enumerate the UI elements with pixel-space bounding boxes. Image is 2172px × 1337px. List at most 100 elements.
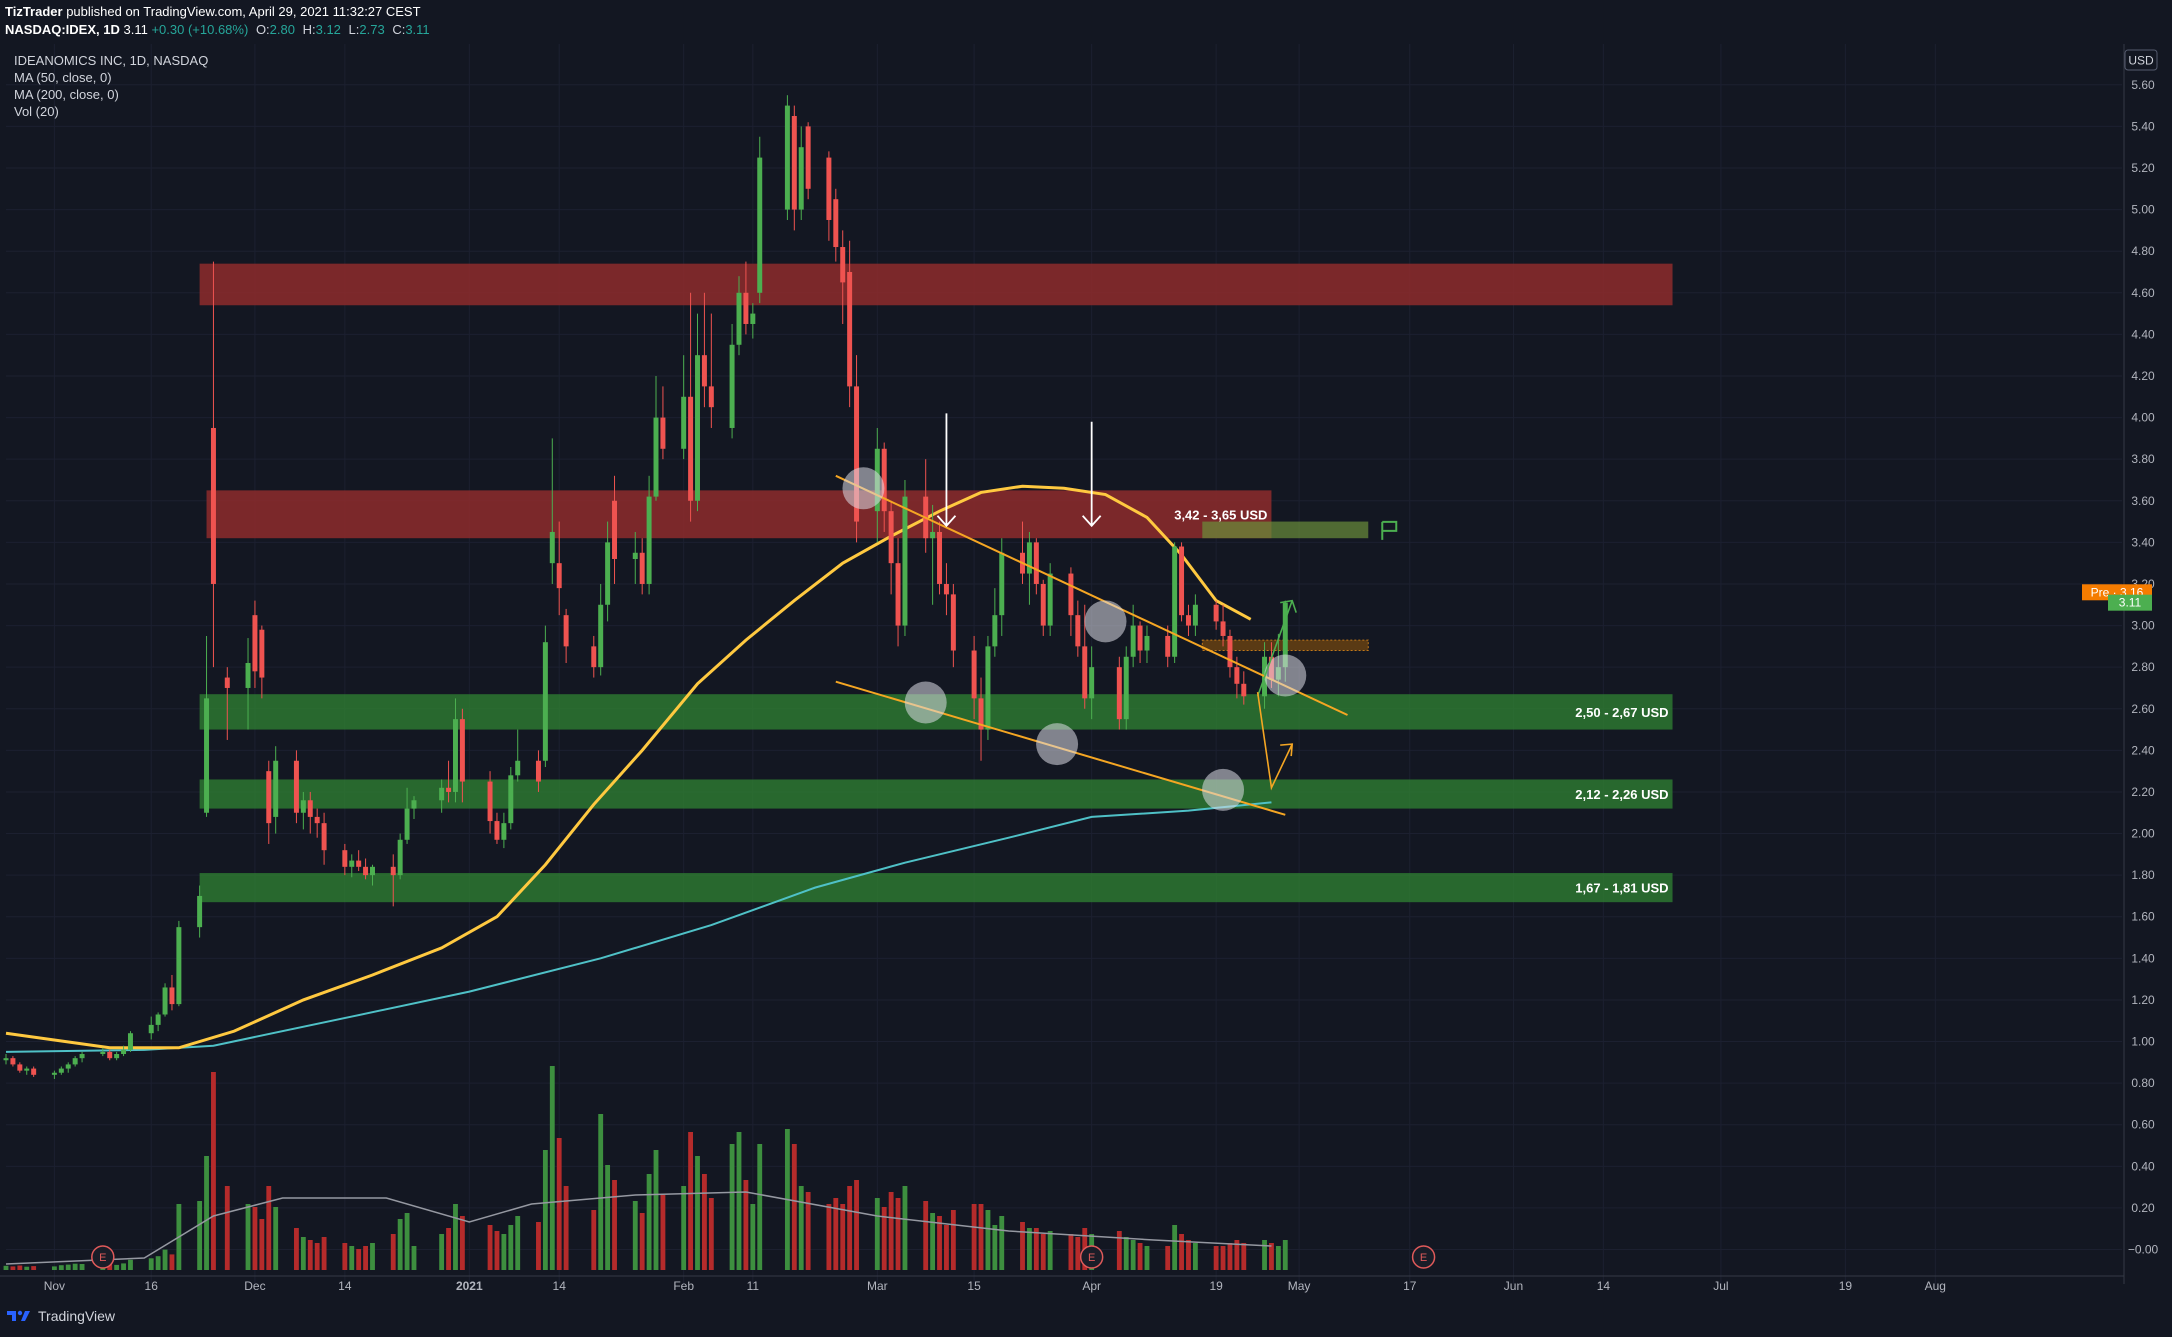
volume-bar xyxy=(992,1225,998,1270)
price-change: +0.30 (+10.68%) xyxy=(151,22,249,37)
candle xyxy=(1116,656,1122,730)
candle-body xyxy=(556,563,562,589)
volume-bar xyxy=(411,1246,417,1270)
volume-bar xyxy=(1075,1237,1081,1270)
open-value: 2.80 xyxy=(269,22,295,37)
y-tick-label: 3.80 xyxy=(2131,452,2155,466)
candle-body xyxy=(1137,625,1143,651)
candle xyxy=(1185,604,1191,636)
volume-bar xyxy=(1047,1231,1053,1270)
earnings-icon xyxy=(1411,1245,1436,1269)
candle xyxy=(1040,579,1046,636)
volume-bar xyxy=(273,1207,279,1270)
candle xyxy=(1026,531,1032,605)
volume-bar xyxy=(1020,1222,1025,1270)
candle xyxy=(750,303,756,339)
candle xyxy=(1068,567,1074,636)
candle-body xyxy=(646,496,652,584)
candle-body xyxy=(999,552,1005,616)
candle-body xyxy=(1033,542,1039,584)
volume-bar xyxy=(750,1204,756,1270)
candle xyxy=(805,122,811,200)
x-tick-label: 2021 xyxy=(456,1279,483,1293)
target-box xyxy=(1202,521,1369,539)
candle-body xyxy=(598,604,604,668)
candle-body xyxy=(701,355,707,387)
volume-bar xyxy=(515,1216,521,1270)
volume-bar xyxy=(536,1222,541,1270)
volume-bar xyxy=(1192,1243,1198,1270)
candle xyxy=(446,760,452,803)
y-tick-label: 5.00 xyxy=(2131,203,2155,217)
footer-brand[interactable]: TradingView xyxy=(6,1308,115,1324)
volume-bar xyxy=(3,1265,9,1270)
legend-ma50[interactable]: MA (50, close, 0) xyxy=(14,70,112,85)
y-tick-label: 1.40 xyxy=(2131,951,2155,965)
arrow-down-icon xyxy=(936,413,957,528)
volume-bar xyxy=(1040,1234,1046,1270)
currency-box xyxy=(2124,49,2158,71)
candle xyxy=(51,1070,57,1079)
earnings-icon-letter: E xyxy=(1420,1252,1427,1264)
flag-icon-shape xyxy=(1381,520,1398,540)
candle-body xyxy=(985,646,991,730)
legend-volume[interactable]: Vol (20) xyxy=(14,104,59,119)
volume-bar xyxy=(708,1198,714,1270)
volume-bar xyxy=(51,1266,57,1270)
volume-bar xyxy=(791,1144,797,1270)
earnings-icon-letter: E xyxy=(99,1252,106,1264)
volume-ma-line xyxy=(5,1191,1272,1265)
candle-body xyxy=(501,823,507,840)
legend-title: IDEANOMICS INC, 1D, NASDAQ xyxy=(14,53,208,68)
candle-body xyxy=(930,531,936,539)
volume-bar xyxy=(688,1132,694,1270)
volume-bar xyxy=(1186,1240,1191,1270)
support-zone xyxy=(199,779,1673,809)
candle-body xyxy=(729,344,735,428)
x-tick-label: Mar xyxy=(867,1279,888,1293)
symbol-ticker[interactable]: NASDAQ:IDEX, 1D xyxy=(5,22,120,37)
y-tick-label: 5.60 xyxy=(2131,78,2155,92)
volume-bar xyxy=(978,1204,984,1270)
candle xyxy=(563,608,569,663)
highlight-circle xyxy=(1036,723,1079,766)
y-tick-label: 0.20 xyxy=(2131,1201,2155,1215)
volume-bar xyxy=(363,1246,369,1270)
candle xyxy=(1123,646,1129,730)
candle xyxy=(646,475,652,595)
y-tick-label: 4.20 xyxy=(2131,369,2155,383)
legend-ma200[interactable]: MA (200, close, 0) xyxy=(14,87,119,102)
candle xyxy=(356,850,362,871)
y-tick-label: 2.60 xyxy=(2131,702,2155,716)
price-badge xyxy=(2108,594,2152,611)
volume-bar xyxy=(307,1240,313,1270)
volume-bar xyxy=(266,1186,272,1270)
volume-bar xyxy=(937,1216,942,1270)
candle xyxy=(370,864,375,886)
candle-body xyxy=(1089,667,1095,699)
candle-body xyxy=(446,787,452,792)
volume-bar xyxy=(1165,1246,1171,1270)
candle-body xyxy=(632,552,638,560)
candle xyxy=(169,974,175,1011)
candle-body xyxy=(114,1054,120,1059)
candle-body xyxy=(798,147,804,210)
volume-bar xyxy=(923,1201,929,1270)
candle-body xyxy=(17,1064,23,1071)
currency-label[interactable]: USD xyxy=(2124,49,2158,71)
volume-bar xyxy=(1172,1225,1178,1270)
volume-bar xyxy=(1027,1228,1032,1270)
volume-bar xyxy=(107,1264,113,1270)
price-chart[interactable]: 3,42 - 3,65 USD 2,50 - 2,67 USD 2,12 - 2,2… xyxy=(0,44,2172,1304)
candle xyxy=(148,1016,154,1040)
x-tick-label: Nov xyxy=(44,1279,65,1293)
author-name[interactable]: TizTrader xyxy=(5,4,63,19)
symbol-summary: NASDAQ:IDEX, 1D 3.11 +0.30 (+10.68%) O:2… xyxy=(5,22,430,37)
candle xyxy=(273,746,279,834)
candle xyxy=(943,563,949,616)
x-tick-label: Jul xyxy=(1713,1279,1728,1293)
currency-text: USD xyxy=(2128,54,2154,68)
volume-bar xyxy=(1130,1240,1136,1270)
y-tick-label: 4.00 xyxy=(2131,411,2155,425)
